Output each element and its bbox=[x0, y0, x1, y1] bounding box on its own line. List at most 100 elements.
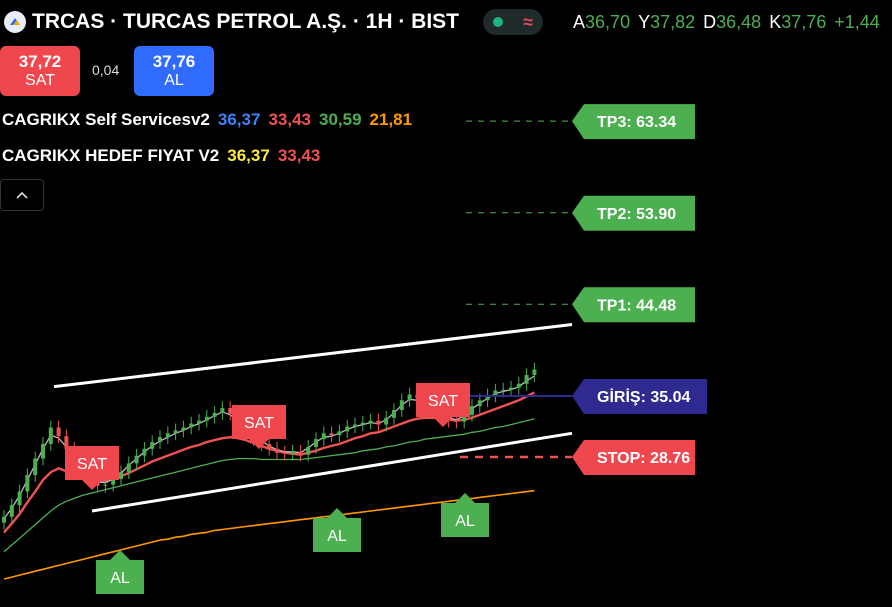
candle-body bbox=[142, 448, 147, 456]
ohlc-key: D bbox=[703, 11, 717, 32]
signal-box bbox=[96, 550, 144, 594]
candle-body bbox=[509, 387, 513, 390]
candle-body bbox=[477, 400, 482, 407]
sell-signal-marker: SAT bbox=[232, 405, 286, 449]
market-status-pill[interactable]: ≈ bbox=[483, 9, 544, 35]
signal-box bbox=[232, 405, 286, 449]
candle-body bbox=[306, 446, 311, 455]
candle-body bbox=[189, 423, 194, 428]
indicator-name: CAGRIKX Self Servicesv2 bbox=[2, 110, 210, 129]
buy-signal-marker: AL bbox=[96, 550, 144, 594]
ohlc-item: Y37,82 bbox=[638, 12, 695, 33]
indicator-legend-1[interactable]: CAGRIKX Self Servicesv2 36,37 33,43 30,5… bbox=[2, 110, 412, 130]
level-label-text: STOP: 28.76 bbox=[597, 450, 690, 467]
candle-body bbox=[501, 389, 506, 391]
candle-body bbox=[337, 431, 342, 436]
channel-upper-line bbox=[53, 323, 573, 389]
indicator-value: 33,43 bbox=[277, 146, 321, 165]
candle-body bbox=[64, 436, 69, 449]
level-label-text: GİRİŞ: 35.04 bbox=[597, 388, 690, 406]
buy-label: AL bbox=[164, 72, 184, 89]
level-label-tp: TP3: 63.34 bbox=[572, 104, 695, 140]
candle-body bbox=[103, 484, 108, 486]
signal-label: AL bbox=[327, 528, 347, 545]
candle-body bbox=[345, 426, 350, 432]
ohlc-value: 36,70 bbox=[585, 11, 631, 32]
candle-body bbox=[126, 463, 131, 473]
exchange-logo-icon bbox=[4, 11, 26, 33]
sell-button[interactable]: 37,72 SAT bbox=[0, 46, 80, 96]
ohlc-item: A36,70 bbox=[573, 12, 630, 33]
candle-body bbox=[9, 505, 14, 517]
candle-body bbox=[119, 472, 123, 479]
candle-body bbox=[368, 420, 373, 423]
ohlc-key: Y bbox=[638, 11, 651, 32]
candle-body bbox=[298, 451, 303, 455]
candle-body bbox=[181, 427, 186, 431]
candle-body bbox=[204, 416, 209, 421]
candle-body bbox=[165, 433, 170, 438]
candle-body bbox=[314, 439, 318, 447]
ohlc-key: K bbox=[769, 11, 782, 32]
candle-body bbox=[454, 420, 459, 422]
level-tag bbox=[572, 104, 695, 140]
candle-body bbox=[134, 455, 139, 464]
candle-body bbox=[150, 442, 155, 449]
indicator-value: 33,43 bbox=[268, 110, 311, 129]
ohlc-readout: A36,70 Y37,82 D36,48 K37,76 +1,44 bbox=[573, 12, 880, 33]
candle-body bbox=[485, 395, 490, 401]
signal-label: SAT bbox=[244, 415, 274, 432]
indicator-value: 36,37 bbox=[217, 110, 261, 129]
signal-label: SAT bbox=[428, 393, 458, 410]
market-open-dot-icon bbox=[493, 17, 504, 27]
candle-body bbox=[470, 406, 474, 415]
candle-body bbox=[275, 448, 279, 453]
candle-body bbox=[282, 452, 287, 454]
candle-body bbox=[158, 437, 162, 443]
signal-label: SAT bbox=[77, 456, 107, 473]
candle-body bbox=[360, 422, 365, 425]
level-tag bbox=[572, 440, 695, 475]
level-tag bbox=[572, 379, 695, 414]
indicator-value: 36,37 bbox=[227, 146, 270, 165]
candle-body bbox=[220, 408, 225, 413]
level-tag bbox=[572, 195, 695, 231]
level-label-text: TP3: 63.34 bbox=[597, 114, 676, 131]
ohlc-item: +1,44 bbox=[834, 12, 880, 33]
signal-box bbox=[313, 508, 361, 552]
candle-body bbox=[56, 427, 61, 437]
channel-lower-line bbox=[91, 431, 573, 513]
ohlc-value: +1,44 bbox=[834, 11, 880, 32]
candle-body bbox=[17, 491, 22, 506]
ohlc-item: K37,76 bbox=[769, 12, 826, 33]
candle-body bbox=[407, 394, 412, 401]
indicator-name: CAGRIKX HEDEF FIYAT V2 bbox=[2, 146, 220, 165]
indicator-legend-2[interactable]: CAGRIKX HEDEF FIYAT V2 36,37 33,43 bbox=[2, 146, 320, 166]
candle-body bbox=[399, 400, 404, 410]
signal-box bbox=[441, 493, 489, 537]
candle-body bbox=[33, 458, 38, 476]
chart-header: TRCAS · TURCAS PETROL A.Ş. · 1H · BIST ≈… bbox=[4, 8, 880, 36]
candle-body bbox=[228, 408, 233, 414]
candle-body bbox=[111, 478, 116, 485]
sell-price: 37,72 bbox=[18, 52, 62, 71]
candle-body bbox=[376, 420, 381, 425]
ohlc-value: 37,82 bbox=[650, 11, 696, 32]
symbol-title[interactable]: TRCAS · TURCAS PETROL A.Ş. · 1H · BIST bbox=[32, 10, 460, 33]
ohlc-value: 37,76 bbox=[781, 11, 827, 32]
candle-body bbox=[516, 383, 521, 388]
candle-body bbox=[290, 451, 295, 454]
buy-signal-marker: AL bbox=[441, 493, 489, 537]
candle-body bbox=[462, 414, 467, 422]
candle-body bbox=[2, 516, 6, 523]
signal-box bbox=[416, 383, 470, 427]
signal-label: AL bbox=[110, 570, 130, 587]
candle-body bbox=[532, 369, 537, 376]
candle-body bbox=[493, 390, 498, 396]
buy-button[interactable]: 37,76 AL bbox=[134, 46, 214, 96]
collapse-legend-button[interactable] bbox=[0, 179, 44, 211]
candle-body bbox=[392, 409, 396, 418]
sell-label: SAT bbox=[25, 72, 55, 89]
level-label-stop: STOP: 28.76 bbox=[572, 440, 695, 475]
